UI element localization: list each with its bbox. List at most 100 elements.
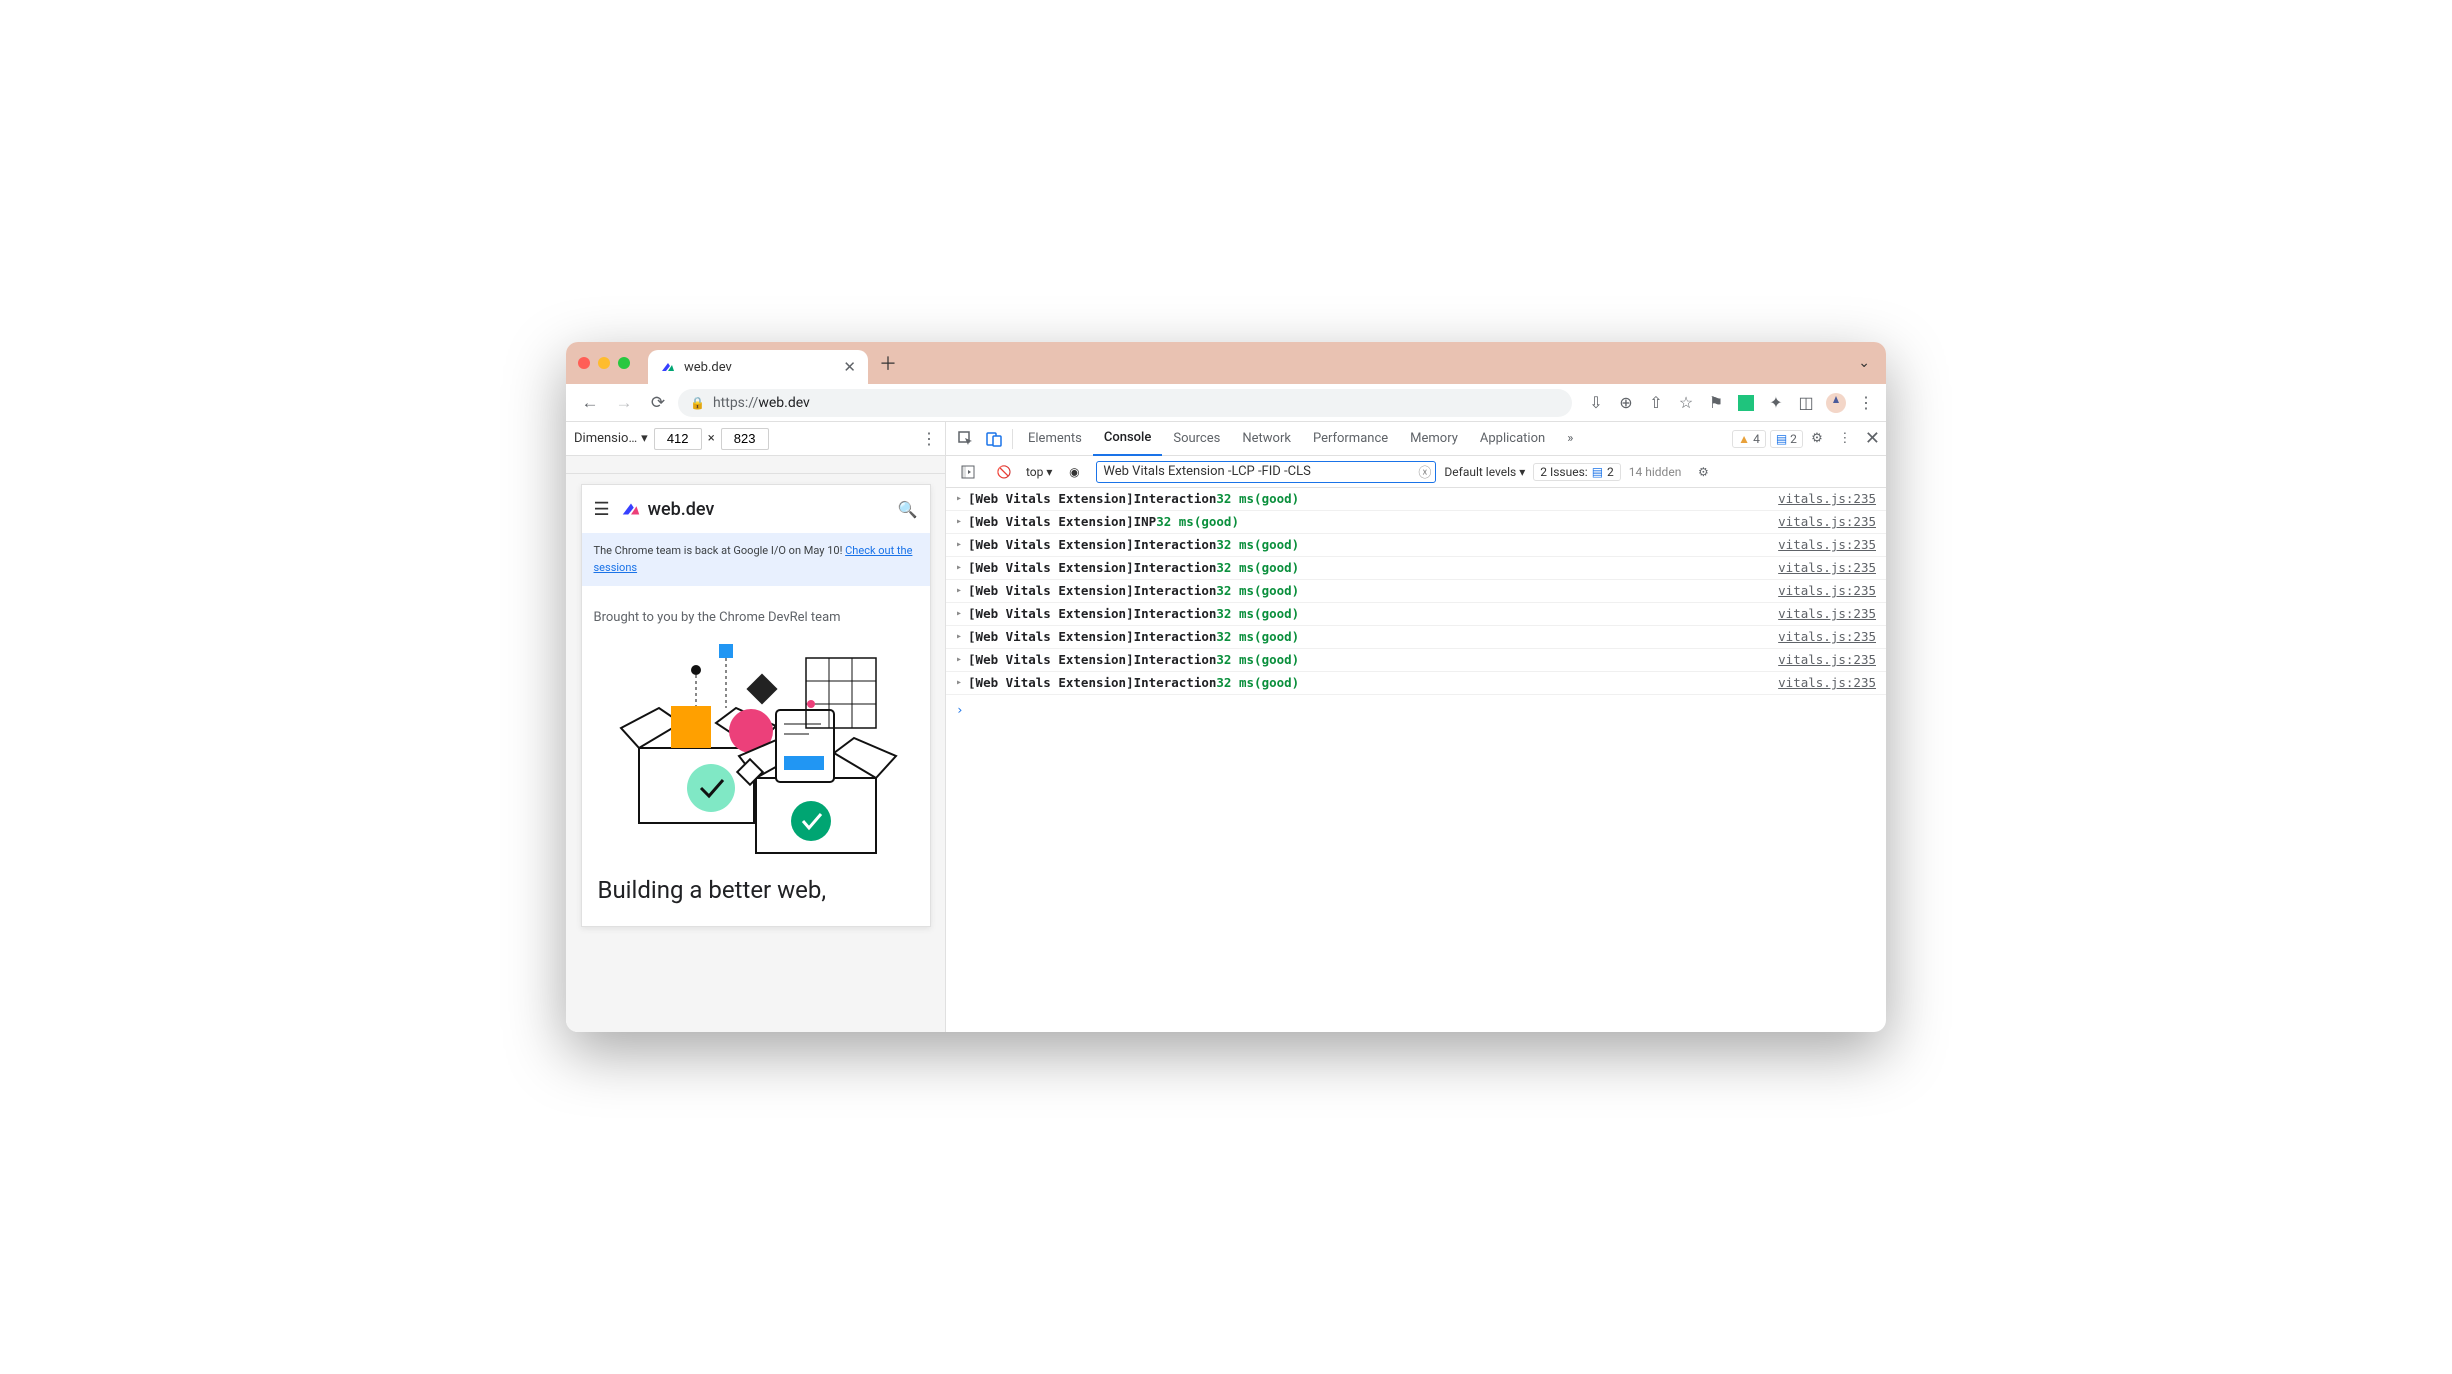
log-value: 32 ms — [1156, 511, 1194, 533]
log-value: 32 ms — [1216, 488, 1254, 510]
site-logo-text: web.dev — [648, 499, 715, 520]
devtools-tab-application[interactable]: Application — [1469, 422, 1556, 456]
minimize-window-button[interactable] — [598, 357, 610, 369]
close-devtools-icon[interactable]: ✕ — [1865, 428, 1880, 449]
lock-icon: 🔒 — [690, 396, 705, 410]
console-log-row[interactable]: ▸[Web Vitals Extension] Interaction 32 m… — [946, 626, 1886, 649]
browser-tab[interactable]: web.dev ✕ — [648, 350, 868, 384]
log-value: 32 ms — [1216, 534, 1254, 556]
log-source-link[interactable]: vitals.js:235 — [1778, 672, 1876, 694]
issues-pill[interactable]: 2 Issues: ▤ 2 — [1533, 463, 1621, 481]
hamburger-icon[interactable]: ☰ — [594, 499, 610, 520]
live-expression-icon[interactable]: ◉ — [1060, 458, 1088, 486]
console-filter-bar: 🚫 top▾ ◉ Web Vitals Extension -LCP -FID … — [946, 456, 1886, 488]
expand-icon[interactable]: ▸ — [956, 488, 962, 510]
log-metric: Interaction — [1134, 557, 1217, 579]
clear-console-icon[interactable]: 🚫 — [990, 458, 1018, 486]
context-selector[interactable]: top▾ — [1026, 465, 1052, 479]
expand-icon[interactable]: ▸ — [956, 511, 962, 533]
log-source-link[interactable]: vitals.js:235 — [1778, 603, 1876, 625]
message-badge[interactable]: ▤2 — [1770, 430, 1803, 448]
tab-list-dropdown-icon[interactable]: ⌄ — [1858, 355, 1870, 371]
expand-icon[interactable]: ▸ — [956, 534, 962, 556]
install-icon[interactable]: ⇩ — [1586, 393, 1606, 413]
menu-icon[interactable]: ⋮ — [1856, 393, 1876, 413]
warning-badge[interactable]: ▲4 — [1732, 430, 1766, 448]
console-sidebar-toggle-icon[interactable] — [954, 458, 982, 486]
devtools-menu-icon[interactable]: ⋮ — [1831, 425, 1859, 453]
log-source-link[interactable]: vitals.js:235 — [1778, 557, 1876, 579]
log-tag: [Web Vitals Extension] — [968, 603, 1134, 625]
site-search-icon[interactable]: 🔍 — [898, 500, 918, 519]
console-log-row[interactable]: ▸[Web Vitals Extension] Interaction 32 m… — [946, 580, 1886, 603]
device-viewport: ☰ web.dev 🔍 The Chrome team is back at G… — [566, 474, 945, 1032]
width-input[interactable] — [654, 428, 702, 450]
back-button[interactable]: ← — [576, 389, 604, 417]
side-panel-icon[interactable]: ◫ — [1796, 393, 1816, 413]
expand-icon[interactable]: ▸ — [956, 626, 962, 648]
forward-button[interactable]: → — [610, 389, 638, 417]
console-prompt[interactable]: › — [946, 695, 1886, 725]
more-tabs-button[interactable]: » — [1556, 422, 1584, 456]
console-log-row[interactable]: ▸[Web Vitals Extension] Interaction 32 m… — [946, 603, 1886, 626]
console-log-row[interactable]: ▸[Web Vitals Extension] Interaction 32 m… — [946, 557, 1886, 580]
site-logo[interactable]: web.dev — [620, 498, 715, 520]
filter-input[interactable]: Web Vitals Extension -LCP -FID -CLS ⓧ — [1096, 461, 1436, 483]
log-source-link[interactable]: vitals.js:235 — [1778, 534, 1876, 556]
expand-icon[interactable]: ▸ — [956, 603, 962, 625]
height-input[interactable] — [721, 428, 769, 450]
console-settings-icon[interactable]: ⚙ — [1689, 458, 1717, 486]
extensions-icon[interactable]: ✦ — [1766, 393, 1786, 413]
devtools-tab-sources[interactable]: Sources — [1162, 422, 1231, 456]
settings-icon[interactable]: ⚙ — [1803, 425, 1831, 453]
devtools-tab-memory[interactable]: Memory — [1399, 422, 1469, 456]
banner-text: The Chrome team is back at Google I/O on… — [594, 544, 846, 557]
log-source-link[interactable]: vitals.js:235 — [1778, 626, 1876, 648]
address-bar[interactable]: 🔒 https://web.dev — [678, 389, 1572, 417]
toggle-device-icon[interactable] — [980, 425, 1008, 453]
devtools-tab-console[interactable]: Console — [1093, 422, 1162, 456]
expand-icon[interactable]: ▸ — [956, 649, 962, 671]
zoom-icon[interactable]: ⊕ — [1616, 393, 1636, 413]
info-banner: The Chrome team is back at Google I/O on… — [582, 533, 930, 586]
device-more-icon[interactable]: ⋮ — [921, 429, 937, 448]
flag-icon[interactable]: ⚑ — [1706, 393, 1726, 413]
devtools-tab-network[interactable]: Network — [1231, 422, 1302, 456]
log-source-link[interactable]: vitals.js:235 — [1778, 488, 1876, 510]
maximize-window-button[interactable] — [618, 357, 630, 369]
favicon-icon — [660, 359, 676, 375]
console-log-row[interactable]: ▸[Web Vitals Extension] INP 32 ms (good)… — [946, 511, 1886, 534]
log-value: 32 ms — [1216, 649, 1254, 671]
expand-icon[interactable]: ▸ — [956, 672, 962, 694]
extension-web-vitals-icon[interactable] — [1736, 393, 1756, 413]
share-icon[interactable]: ⇧ — [1646, 393, 1666, 413]
site-header: ☰ web.dev 🔍 — [582, 485, 930, 533]
log-source-link[interactable]: vitals.js:235 — [1778, 511, 1876, 533]
tab-strip: web.dev ✕ ＋ ⌄ — [566, 342, 1886, 384]
log-status: (good) — [1254, 626, 1299, 648]
context-label: top — [1026, 465, 1043, 479]
devtools-tab-performance[interactable]: Performance — [1302, 422, 1399, 456]
console-log-row[interactable]: ▸[Web Vitals Extension] Interaction 32 m… — [946, 488, 1886, 511]
device-select[interactable]: Dimensio… ▾ — [574, 431, 648, 446]
bookmark-icon[interactable]: ☆ — [1676, 393, 1696, 413]
clear-filter-icon[interactable]: ⓧ — [1418, 462, 1431, 481]
close-tab-icon[interactable]: ✕ — [843, 358, 856, 376]
close-window-button[interactable] — [578, 357, 590, 369]
expand-icon[interactable]: ▸ — [956, 580, 962, 602]
profile-avatar-icon[interactable] — [1826, 393, 1846, 413]
levels-selector[interactable]: Default levels▾ — [1444, 465, 1525, 479]
console-log-row[interactable]: ▸[Web Vitals Extension] Interaction 32 m… — [946, 534, 1886, 557]
inspect-element-icon[interactable] — [952, 425, 980, 453]
device-toolbar: Dimensio… ▾ × ⋮ — [566, 422, 945, 456]
devtools-tab-elements[interactable]: Elements — [1017, 422, 1093, 456]
log-source-link[interactable]: vitals.js:235 — [1778, 649, 1876, 671]
reload-button[interactable]: ⟳ — [644, 389, 672, 417]
console-log-row[interactable]: ▸[Web Vitals Extension] Interaction 32 m… — [946, 649, 1886, 672]
expand-icon[interactable]: ▸ — [956, 557, 962, 579]
tab-title: web.dev — [684, 360, 732, 375]
new-tab-button[interactable]: ＋ — [874, 349, 902, 377]
times-label: × — [708, 431, 715, 446]
log-source-link[interactable]: vitals.js:235 — [1778, 580, 1876, 602]
console-log-row[interactable]: ▸[Web Vitals Extension] Interaction 32 m… — [946, 672, 1886, 695]
